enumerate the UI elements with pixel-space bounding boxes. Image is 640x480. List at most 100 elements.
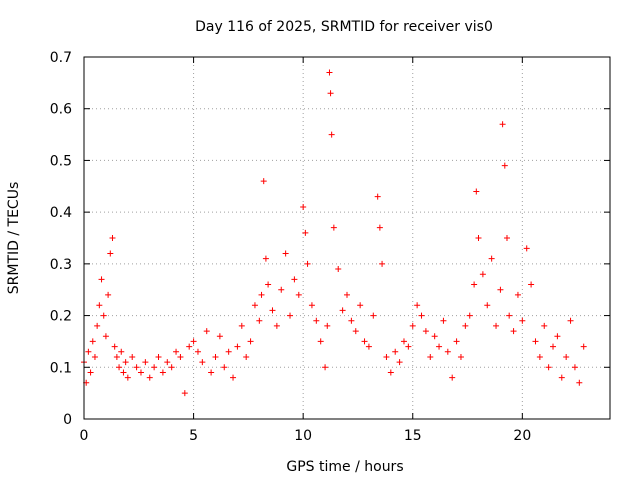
data-point bbox=[357, 302, 364, 309]
y-tick-label: 0.7 bbox=[50, 50, 72, 66]
data-point bbox=[344, 291, 350, 298]
data-point bbox=[94, 322, 101, 329]
data-point bbox=[168, 364, 175, 371]
y-tick-label: 0.4 bbox=[50, 205, 72, 221]
data-point bbox=[91, 353, 98, 360]
data-point bbox=[190, 338, 197, 345]
data-point bbox=[230, 374, 237, 381]
data-point bbox=[493, 322, 500, 329]
data-point bbox=[497, 286, 504, 293]
data-point bbox=[100, 312, 107, 319]
data-point bbox=[499, 121, 506, 128]
data-point bbox=[330, 224, 337, 231]
data-point bbox=[436, 343, 443, 350]
data-point bbox=[431, 333, 438, 340]
data-point bbox=[475, 235, 482, 241]
data-point bbox=[194, 348, 201, 355]
data-point bbox=[523, 245, 530, 252]
x-tick-label: 10 bbox=[294, 428, 312, 444]
data-point bbox=[576, 379, 583, 386]
data-point bbox=[453, 338, 460, 345]
x-tick-label: 20 bbox=[513, 428, 531, 444]
data-point bbox=[199, 359, 206, 366]
data-point bbox=[133, 364, 140, 371]
y-tick-label: 0 bbox=[63, 412, 72, 428]
data-point bbox=[462, 322, 469, 329]
axis-ticks: 0 0.1 0.2 0.3 0.4 0.5 0.6 0.7 0 5 10 15 20 bbox=[50, 50, 610, 444]
data-point bbox=[177, 353, 184, 360]
y-tick-label: 0.5 bbox=[50, 153, 72, 169]
y-tick-label: 0.6 bbox=[50, 102, 72, 118]
data-point bbox=[396, 359, 403, 366]
data-point bbox=[471, 281, 478, 288]
data-point bbox=[440, 317, 447, 324]
data-point bbox=[186, 343, 193, 350]
data-point bbox=[545, 364, 552, 371]
data-point bbox=[427, 353, 434, 360]
data-point bbox=[102, 333, 109, 340]
data-point bbox=[287, 312, 294, 319]
data-point bbox=[365, 343, 372, 350]
data-point bbox=[449, 374, 456, 381]
data-point bbox=[225, 348, 232, 355]
grid bbox=[84, 57, 610, 419]
data-point bbox=[541, 322, 548, 329]
data-point bbox=[571, 364, 578, 371]
x-tick-label: 0 bbox=[80, 428, 89, 444]
data-point bbox=[107, 250, 114, 257]
data-point bbox=[159, 369, 166, 376]
data-point bbox=[501, 162, 508, 169]
data-point bbox=[558, 374, 565, 381]
data-point bbox=[137, 369, 144, 376]
data-point bbox=[258, 291, 265, 298]
data-point bbox=[457, 353, 464, 360]
data-point bbox=[567, 317, 574, 324]
data-point bbox=[444, 348, 451, 355]
data-point bbox=[142, 359, 149, 366]
data-point bbox=[109, 235, 116, 241]
data-point bbox=[361, 338, 368, 345]
data-point bbox=[98, 276, 105, 283]
data-points bbox=[81, 69, 587, 397]
data-point bbox=[308, 302, 315, 309]
data-point bbox=[269, 307, 276, 314]
data-point bbox=[418, 312, 425, 319]
data-point bbox=[146, 374, 153, 381]
data-point bbox=[510, 328, 517, 335]
data-point bbox=[251, 302, 258, 309]
data-point bbox=[379, 260, 386, 267]
data-point bbox=[105, 291, 112, 298]
data-point bbox=[122, 359, 129, 366]
plot-frame bbox=[83, 56, 611, 420]
data-point bbox=[376, 224, 383, 231]
data-point bbox=[260, 178, 267, 185]
data-point bbox=[327, 90, 334, 97]
data-point bbox=[282, 250, 289, 257]
data-point bbox=[488, 255, 495, 262]
y-tick-label: 0.2 bbox=[50, 309, 72, 325]
data-point bbox=[479, 271, 486, 278]
y-tick-label: 0.1 bbox=[50, 360, 72, 376]
data-point bbox=[96, 302, 103, 309]
data-point bbox=[387, 369, 394, 376]
data-point bbox=[238, 322, 245, 329]
data-point bbox=[173, 348, 180, 355]
data-point bbox=[247, 338, 254, 345]
data-point bbox=[339, 307, 346, 314]
data-point bbox=[155, 353, 162, 360]
data-point bbox=[216, 333, 223, 340]
data-point bbox=[212, 353, 219, 360]
data-point bbox=[484, 302, 491, 309]
data-point bbox=[87, 369, 94, 376]
data-point bbox=[335, 266, 342, 273]
y-tick-label: 0.3 bbox=[50, 257, 72, 273]
data-point bbox=[554, 333, 561, 340]
x-tick-label: 15 bbox=[404, 428, 422, 444]
data-point bbox=[322, 364, 329, 371]
data-point bbox=[124, 374, 131, 381]
data-point bbox=[348, 317, 355, 324]
data-point bbox=[328, 131, 335, 138]
data-point bbox=[392, 348, 399, 355]
data-point bbox=[181, 390, 188, 397]
data-point bbox=[352, 328, 359, 335]
